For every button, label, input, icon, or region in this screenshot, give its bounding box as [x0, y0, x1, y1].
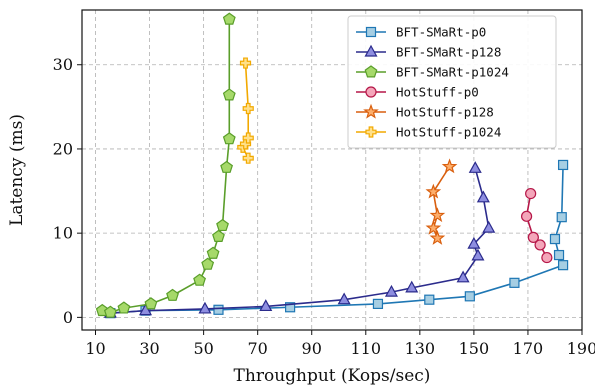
data-point [216, 218, 229, 232]
x-tick-label: 170 [513, 339, 544, 358]
data-point [222, 132, 236, 145]
legend-label: BFT-SMaRt-p0 [396, 25, 486, 40]
series-HotStuff-p128 [425, 158, 458, 245]
data-point [549, 233, 561, 245]
x-tick-label: 110 [351, 339, 382, 358]
data-point [365, 86, 377, 98]
data-point [239, 57, 252, 69]
data-point [553, 249, 565, 261]
data-point [557, 260, 569, 271]
legend-item: HotStuff-p0 [356, 85, 479, 100]
data-point [372, 298, 384, 309]
data-point [201, 257, 215, 270]
data-point [509, 277, 520, 288]
data-point [520, 210, 533, 222]
data-point [103, 305, 117, 318]
data-point [534, 239, 546, 251]
data-point [429, 207, 446, 223]
data-point [464, 291, 475, 302]
data-point [467, 236, 481, 249]
data-point [193, 273, 206, 286]
legend: BFT-SMaRt-p0 BFT-SMaRt-p128 BFT-SMaRt-p102… [347, 15, 557, 149]
data-point [405, 280, 419, 293]
data-point [242, 132, 254, 144]
y-tick-label: 10 [53, 224, 73, 243]
legend-label: HotStuff-p128 [396, 105, 494, 120]
series-layer [95, 12, 569, 319]
data-point [471, 248, 485, 261]
y-tick-label: 20 [53, 139, 73, 158]
data-point [259, 299, 273, 312]
data-point [456, 270, 470, 283]
data-point [222, 12, 236, 25]
data-point [425, 219, 442, 235]
x-axis-label: Throughput (Kops/sec) [234, 366, 431, 386]
series-HotStuff-p0 [520, 187, 553, 264]
data-point [242, 152, 254, 164]
series-BFT-SMaRt-p128 [103, 161, 496, 318]
x-tick-label: 70 [247, 339, 267, 358]
data-point [441, 158, 458, 174]
legend-item: HotStuff-p1024 [356, 125, 501, 140]
y-tick-label: 0 [63, 308, 73, 327]
legend-label: BFT-SMaRt-p1024 [396, 65, 509, 80]
data-point [138, 303, 153, 316]
x-tick-label: 90 [302, 339, 322, 358]
data-point [144, 297, 158, 310]
data-point [556, 212, 567, 223]
data-point [364, 44, 378, 57]
plot-frame [81, 9, 583, 331]
data-point [166, 288, 179, 301]
axis-ticks: 10 30 50 70 90 110 130 150 170 190 0 10 20 30 [53, 55, 595, 358]
legend-label: HotStuff-p1024 [396, 125, 501, 140]
x-tick-label: 10 [85, 339, 105, 358]
data-point [527, 231, 539, 243]
legend-box [347, 15, 557, 149]
x-tick-label: 50 [193, 339, 213, 358]
data-point [213, 304, 224, 315]
series-BFT-SMaRt-p1024 [95, 12, 236, 318]
x-tick-label: 30 [139, 339, 159, 358]
data-point [557, 159, 569, 171]
x-tick-label: 130 [405, 339, 436, 358]
x-tick-label: 190 [567, 339, 595, 358]
data-point [198, 301, 212, 314]
data-point [482, 220, 496, 233]
data-point [363, 103, 379, 119]
data-point [285, 302, 296, 313]
data-point [242, 102, 254, 115]
data-point [222, 88, 236, 101]
data-point [337, 292, 351, 305]
legend-label: BFT-SMaRt-p128 [396, 45, 501, 60]
legend-item: BFT-SMaRt-p128 [356, 45, 501, 60]
data-point [424, 294, 435, 305]
data-point [212, 229, 225, 242]
data-point [384, 284, 398, 297]
data-point [525, 187, 537, 200]
y-axis-label: Latency (ms) [7, 114, 27, 226]
legend-item: BFT-SMaRt-p1024 [356, 65, 509, 80]
x-tick-label: 150 [459, 339, 490, 358]
legend-label: HotStuff-p0 [396, 85, 479, 100]
data-point [206, 246, 220, 259]
data-point [468, 161, 482, 173]
data-point [365, 126, 377, 138]
data-point [117, 301, 131, 314]
data-point [476, 190, 490, 203]
data-point [364, 65, 378, 78]
data-point [541, 251, 553, 264]
y-tick-label: 30 [53, 55, 73, 74]
data-point [365, 26, 377, 38]
legend-item: BFT-SMaRt-p0 [356, 25, 486, 40]
data-point [425, 183, 442, 199]
series-HotStuff-p1024 [237, 57, 254, 164]
legend-item: HotStuff-p128 [356, 103, 494, 120]
data-point [220, 160, 234, 173]
data-point [429, 229, 446, 245]
